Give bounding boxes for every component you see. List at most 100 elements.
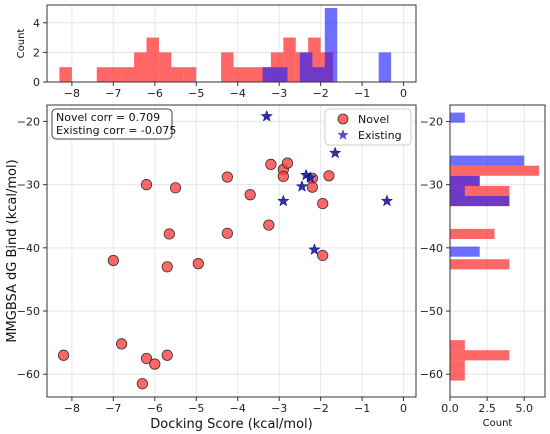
right-hist-novel-bar	[450, 228, 495, 239]
annotation-box	[51, 108, 173, 140]
top-hist-existing-bars	[262, 7, 392, 82]
right-y-tick-label: −30	[420, 179, 443, 192]
legend-novel-marker	[337, 113, 349, 125]
existing-point	[380, 194, 394, 207]
novel-corr-text: Novel corr = 0.709	[56, 111, 160, 124]
right-y-tick-label: −50	[420, 305, 443, 318]
top-hist-novel-bar	[109, 67, 122, 82]
novel-point	[317, 197, 329, 210]
right-hist-novel-bar	[450, 165, 540, 176]
right-hist-y-ticks: −60 −50 −40 −30 −20	[420, 115, 450, 381]
main-x-tick-label: −4	[230, 402, 246, 415]
top-hist-novel-bar	[246, 67, 259, 82]
top-hist-frame	[46, 4, 417, 83]
top-hist-novel-bar	[96, 67, 110, 82]
existing-point	[304, 171, 317, 183]
novel-point	[281, 157, 294, 169]
right-hist-novel-bar	[450, 340, 465, 351]
top-marginal-histogram: −8 −7 −6 −5 −4 −3 −2 −1 0 0 2 4 Count	[16, 4, 417, 100]
y-axis-label: MMGBSA dG Bind (kcal/mol)	[5, 159, 20, 342]
novel-point	[221, 171, 233, 183]
main-x-tick-label: −1	[354, 402, 370, 415]
right-hist-existing-bar	[450, 246, 480, 257]
right-y-tick-label: −20	[420, 115, 443, 128]
existing-point	[260, 109, 273, 122]
legend-existing-marker	[337, 129, 349, 140]
top-hist-novel-bar	[183, 67, 197, 82]
right-hist-existing-bars	[450, 112, 525, 257]
top-y-tick-label: 4	[33, 17, 40, 30]
top-hist-novel-bar	[171, 67, 184, 82]
novel-point	[306, 181, 318, 193]
right-hist-existing-bar	[450, 196, 510, 207]
right-hist-existing-bar	[450, 185, 465, 197]
main-plot-frame	[46, 104, 417, 398]
right-hist-novel-bar	[450, 370, 465, 381]
right-y-tick-label: −60	[420, 368, 443, 381]
main-x-tick-label: −5	[188, 402, 204, 415]
top-hist-novel-bar	[146, 37, 159, 82]
novel-point	[263, 219, 275, 231]
novel-point	[277, 170, 289, 183]
main-x-tick-label: −6	[147, 402, 163, 415]
right-hist-x-label: Count	[483, 418, 513, 429]
right-hist-frame	[449, 104, 546, 398]
top-x-tick-label: −2	[313, 87, 329, 100]
right-hist-x-ticks: 0.0 2.5 5.0	[441, 397, 533, 415]
main-y-tick-label: −50	[17, 305, 40, 318]
top-x-tick-label: −1	[354, 87, 370, 100]
main-x-tick-label: −3	[271, 402, 287, 415]
novel-point	[136, 378, 148, 390]
main-y-ticks: −60 −50 −40 −30 −20	[17, 115, 47, 381]
novel-point	[107, 254, 119, 267]
novel-point	[116, 338, 128, 350]
right-x-tick-label: 5.0	[515, 402, 533, 415]
main-x-tick-label: 0	[400, 402, 407, 415]
right-hist-novel-bar	[450, 185, 510, 197]
right-x-tick-label: 0.0	[441, 402, 459, 415]
novel-point	[169, 182, 182, 194]
legend: Novel Existing	[324, 108, 412, 146]
top-y-tick-label: 2	[33, 46, 40, 59]
top-hist-x-ticks: −8 −7 −6 −5 −4 −3 −2 −1 0	[64, 82, 407, 100]
right-hist-existing-bar	[450, 175, 480, 186]
right-hist-existing-bar	[450, 155, 525, 166]
novel-point	[140, 179, 153, 191]
novel-point	[161, 349, 173, 361]
existing-point	[308, 243, 321, 256]
top-x-tick-label: −7	[105, 87, 121, 100]
right-x-tick-label: 2.5	[478, 402, 496, 415]
main-y-tick-label: −60	[17, 368, 40, 381]
novel-points	[57, 157, 335, 390]
top-hist-existing-bar	[299, 52, 313, 82]
novel-point	[57, 349, 70, 361]
main-x-tick-label: −7	[105, 402, 121, 415]
top-x-tick-label: −8	[64, 87, 80, 100]
existing-point	[328, 146, 342, 159]
existing-point	[295, 180, 309, 192]
top-hist-novel-bar	[158, 52, 172, 82]
top-x-tick-label: 0	[400, 87, 407, 100]
main-y-tick-label: −40	[17, 242, 40, 255]
novel-point	[317, 249, 329, 262]
top-hist-novel-bar	[233, 67, 247, 82]
top-hist-novel-bar	[221, 52, 234, 82]
right-hist-novel-bar	[450, 360, 465, 371]
top-x-tick-label: −3	[271, 87, 287, 100]
novel-point	[192, 258, 204, 270]
novel-point	[149, 358, 161, 370]
top-hist-existing-bar	[262, 67, 276, 82]
legend-existing-label: Existing	[358, 129, 402, 142]
main-y-tick-label: −20	[17, 115, 40, 128]
novel-point	[161, 261, 173, 273]
top-y-tick-label: 0	[33, 76, 40, 89]
top-x-tick-label: −6	[147, 87, 163, 100]
top-hist-y-label: Count	[16, 29, 27, 59]
top-hist-existing-bar	[275, 67, 288, 82]
legend-novel-label: Novel	[358, 113, 389, 126]
right-hist-novel-bar	[450, 350, 510, 361]
correlation-annotation: Novel corr = 0.709 Existing corr = -0.07…	[51, 108, 176, 140]
novel-point	[244, 189, 256, 201]
novel-point	[323, 170, 335, 182]
